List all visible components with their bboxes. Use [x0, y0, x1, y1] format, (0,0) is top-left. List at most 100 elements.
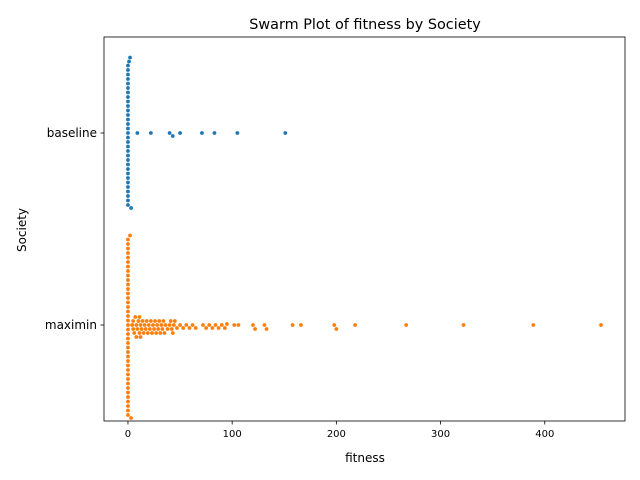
data-point: [126, 77, 130, 81]
data-point: [126, 363, 130, 368]
y-tick-label: maximin: [45, 318, 97, 332]
data-point: [169, 327, 174, 331]
data-point: [152, 327, 156, 331]
data-point: [178, 323, 182, 327]
data-point: [126, 269, 130, 273]
data-point: [128, 55, 132, 60]
data-point: [181, 326, 186, 330]
x-tick-label: 100: [223, 429, 242, 440]
data-point: [184, 323, 189, 327]
data-point: [134, 335, 139, 339]
data-point: [126, 305, 130, 309]
data-point: [126, 86, 130, 90]
data-point: [283, 131, 288, 135]
data-point: [200, 131, 204, 135]
data-point: [126, 350, 130, 354]
data-point: [126, 108, 130, 113]
data-point: [126, 264, 130, 269]
data-point: [135, 327, 140, 331]
data-point: [126, 237, 130, 242]
data-point: [153, 319, 157, 323]
data-point: [134, 323, 139, 327]
data-point: [126, 408, 130, 413]
data-point: [232, 323, 237, 327]
data-point: [126, 113, 130, 117]
data-point: [126, 381, 130, 386]
data-point: [290, 323, 295, 327]
data-point: [126, 194, 130, 198]
data-point: [162, 331, 167, 335]
y-tick-label: baseline: [47, 126, 97, 140]
data-point: [212, 131, 217, 135]
data-point: [145, 331, 150, 335]
data-point: [126, 198, 130, 203]
data-point: [332, 323, 337, 327]
data-point: [253, 327, 257, 331]
y-axis-label: Society: [15, 208, 29, 252]
data-point: [171, 323, 176, 327]
data-point: [126, 162, 130, 167]
data-point: [126, 332, 130, 336]
data-point: [126, 300, 130, 305]
data-point: [139, 327, 144, 331]
data-point: [167, 131, 172, 135]
data-point: [126, 185, 130, 189]
data-point: [132, 331, 137, 335]
data-point: [262, 323, 267, 327]
data-point: [126, 122, 130, 126]
data-point: [143, 327, 148, 331]
data-point: [129, 206, 133, 210]
data-points: [126, 55, 603, 420]
data-point: [140, 319, 145, 323]
data-point: [170, 331, 175, 335]
data-point: [126, 278, 130, 282]
data-point: [172, 319, 177, 323]
data-point: [141, 331, 146, 335]
data-point: [126, 336, 130, 341]
data-point: [126, 90, 130, 95]
data-point: [126, 251, 130, 255]
data-point: [236, 323, 241, 327]
data-point: [131, 327, 136, 331]
data-point: [193, 326, 198, 330]
data-point: [210, 326, 215, 330]
data-point: [126, 323, 130, 327]
data-point: [126, 399, 130, 404]
chart-title: Swarm Plot of fitness by Society: [249, 17, 481, 33]
data-point: [126, 341, 130, 345]
data-point: [126, 246, 130, 251]
x-axis-label: fitness: [345, 451, 385, 465]
data-point: [187, 326, 192, 330]
data-point: [126, 345, 130, 350]
data-point: [126, 395, 130, 399]
data-point: [154, 331, 159, 335]
data-point: [126, 282, 130, 287]
data-point: [170, 134, 175, 138]
data-point: [126, 153, 130, 158]
data-point: [126, 273, 130, 278]
data-point: [150, 331, 154, 335]
data-point: [216, 326, 221, 330]
data-point: [131, 319, 136, 323]
data-point: [126, 309, 130, 314]
data-point: [128, 233, 132, 238]
data-point: [168, 319, 173, 323]
data-point: [167, 323, 172, 327]
x-tick-label: 300: [431, 429, 450, 440]
data-point: [126, 72, 130, 77]
data-point: [126, 140, 130, 144]
data-point: [251, 323, 255, 327]
data-point: [144, 319, 149, 323]
data-point: [126, 171, 130, 176]
data-point: [126, 104, 130, 108]
x-tick-label: 0: [125, 429, 131, 440]
data-point: [178, 131, 182, 135]
data-point: [126, 260, 130, 264]
data-point: [404, 323, 409, 327]
data-point: [126, 203, 130, 207]
data-point: [126, 180, 130, 185]
data-point: [126, 149, 130, 153]
data-point: [126, 189, 130, 194]
data-point: [219, 323, 224, 327]
